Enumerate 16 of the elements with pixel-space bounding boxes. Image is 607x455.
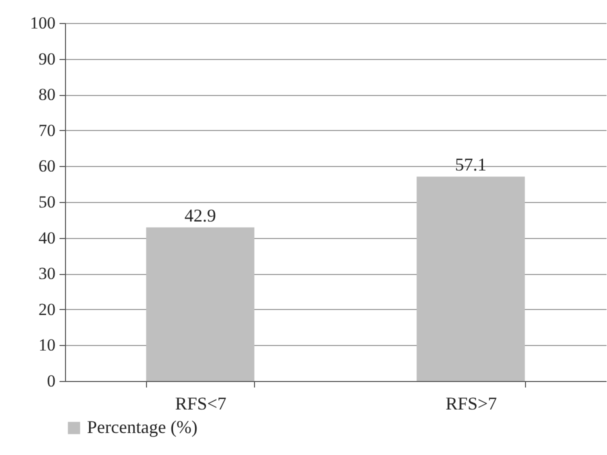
y-tick-label: 30 [38,264,56,284]
legend-label: Percentage (%) [87,417,198,437]
data-label: 42.9 [184,205,216,226]
y-tick-label: 80 [38,85,56,104]
y-tick-label: 70 [38,120,56,140]
y-tick-label: 20 [38,300,56,319]
x-tick-label: RFS>7 [446,394,497,414]
y-tick-label: 50 [38,192,56,212]
y-tick-label: 0 [47,372,56,390]
y-tick-label: 100 [30,14,56,32]
y-tick-label: 40 [38,228,56,248]
x-tick-label: RFS<7 [175,394,226,414]
y-tick-label: 10 [38,336,56,355]
y-tick-label: 60 [38,156,56,176]
y-tick-label: 90 [38,49,56,68]
data-label: 57.1 [455,154,486,175]
